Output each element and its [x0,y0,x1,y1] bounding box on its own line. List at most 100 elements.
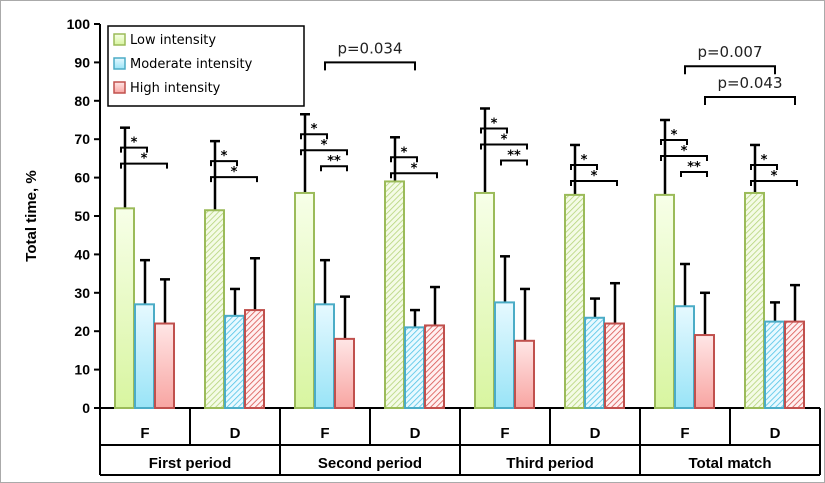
bar-low-intensity [744,191,765,409]
y-tick-label: 70 [74,131,90,147]
significance-bracket [210,176,258,183]
y-tick-label: 50 [74,208,90,224]
significance-bracket [390,172,438,179]
y-tick-label: 100 [67,16,91,32]
bar-high-intensity [154,322,175,409]
subgroup-label: D [410,425,421,442]
bar-moderate-intensity [764,320,785,410]
significance-marker: ** [327,154,341,169]
significance-marker: * [591,169,598,184]
y-tick-label: 60 [74,170,90,186]
significance-marker: * [221,149,228,164]
bar-moderate-intensity [404,326,425,409]
significance-marker: * [411,161,418,176]
subgroup-label: D [770,425,781,442]
bar-low-intensity [294,191,315,409]
subgroup-label: F [320,425,329,442]
p-value-bracket [324,61,416,71]
bar-high-intensity [514,339,535,409]
bar-high-intensity [784,320,805,410]
y-tick-label: 40 [74,246,90,262]
p-value-label: p=0.034 [337,39,402,57]
significance-marker: * [321,138,328,153]
bar-moderate-intensity [314,303,335,410]
bar-low-intensity [114,207,135,409]
group-label: First period [149,455,232,472]
significance-marker: ** [507,148,521,163]
y-tick-label: 30 [74,285,90,301]
significance-marker: * [681,144,688,159]
significance-marker: * [231,165,238,180]
significance-bracket [120,162,168,169]
bar-low-intensity [204,209,225,409]
legend-box [107,25,305,107]
bar-moderate-intensity [674,305,695,409]
p-value-bracket [684,65,776,75]
bar-high-intensity [244,309,265,409]
subgroup-label: D [230,425,241,442]
significance-bracket [750,163,778,170]
legend-label: Moderate intensity [130,57,253,72]
significance-marker: * [401,145,408,160]
significance-marker: * [671,128,678,143]
bar-high-intensity [694,334,715,410]
significance-marker: * [491,116,498,131]
y-tick-label: 90 [74,54,90,70]
significance-bracket [480,143,528,150]
significance-bracket [390,156,418,163]
bar-moderate-intensity [224,314,245,409]
significance-bracket [660,139,688,145]
bar-low-intensity [384,180,405,409]
significance-bracket [300,133,328,140]
significance-bracket [570,163,598,170]
bar-moderate-intensity [584,316,605,410]
significance-bracket [570,179,618,186]
bar-moderate-intensity [494,301,515,409]
group-label: Second period [318,455,422,472]
legend-swatch [113,57,126,70]
bar-moderate-intensity [134,303,155,410]
significance-bracket [680,171,708,177]
significance-marker: * [311,122,318,137]
legend-swatch [113,33,126,46]
significance-bracket [480,127,508,134]
significance-bracket [500,159,528,166]
significance-bracket [120,146,148,153]
y-tick-label: 80 [74,93,90,109]
significance-marker: * [771,169,778,184]
p-value-bracket [704,95,796,105]
group-label: Total match [688,455,771,472]
bar-high-intensity [604,322,625,409]
y-axis-label: Total time, % [23,170,40,261]
significance-marker: * [141,152,148,167]
p-value-label: p=0.043 [717,74,782,92]
significance-bracket [210,160,238,167]
y-tick-label: 20 [74,323,90,339]
bar-high-intensity [334,337,355,410]
significance-marker: * [501,132,508,147]
significance-marker: * [131,136,138,151]
subgroup-label: F [140,425,149,442]
y-tick-label: 10 [74,362,90,378]
significance-bracket [300,149,348,156]
p-value-label: p=0.007 [697,43,762,61]
group-label: Third period [506,455,594,472]
significance-bracket [660,155,708,161]
bar-high-intensity [424,324,445,409]
legend-label: High intensity [130,81,221,96]
significance-bracket [750,179,798,186]
bar-low-intensity [474,191,495,409]
bar-low-intensity [564,193,585,409]
significance-marker: * [581,153,588,168]
significance-bracket [320,165,348,172]
significance-marker: ** [687,160,701,175]
subgroup-label: F [680,425,689,442]
subgroup-label: D [590,425,601,442]
bar-low-intensity [654,193,675,409]
legend-label: Low intensity [130,33,216,48]
subgroup-label: F [500,425,509,442]
significance-marker: * [761,153,768,168]
y-tick-label: 0 [82,400,90,416]
legend-swatch [113,81,126,94]
